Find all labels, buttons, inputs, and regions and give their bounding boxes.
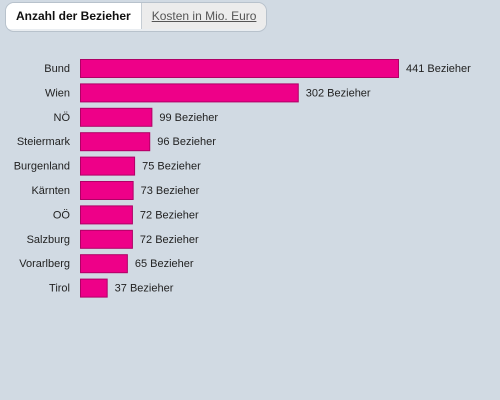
- value-label: 72 Bezieher: [140, 234, 199, 246]
- bar[interactable]: [80, 229, 133, 249]
- tab-anzahl-bezieher[interactable]: Anzahl der Bezieher: [6, 3, 142, 29]
- category-label: Bund: [44, 63, 70, 75]
- value-label: 73 Bezieher: [141, 185, 200, 197]
- value-label: 65 Bezieher: [135, 258, 194, 270]
- tab-kosten-mio-euro[interactable]: Kosten in Mio. Euro: [141, 3, 267, 29]
- value-label: 302 Bezieher: [306, 87, 371, 99]
- value-label: 75 Bezieher: [142, 161, 201, 173]
- category-label: Burgenland: [14, 161, 70, 173]
- bar[interactable]: [80, 132, 151, 152]
- category-label: NÖ: [54, 112, 71, 124]
- value-label: 72 Bezieher: [140, 209, 199, 221]
- bar[interactable]: [80, 107, 153, 127]
- bar[interactable]: [80, 181, 134, 200]
- bar[interactable]: [80, 278, 108, 298]
- category-label: Vorarlberg: [19, 258, 70, 270]
- chart-tab-bar: Anzahl der Bezieher Kosten in Mio. Euro: [5, 2, 268, 32]
- category-label: Wien: [45, 87, 70, 99]
- category-label: Steiermark: [17, 136, 71, 148]
- category-label: Tirol: [49, 283, 70, 295]
- category-label: OÖ: [53, 209, 71, 221]
- value-label: 441 Bezieher: [406, 63, 471, 75]
- bar[interactable]: [80, 205, 133, 225]
- value-label: 99 Bezieher: [159, 112, 218, 124]
- bar[interactable]: [80, 156, 136, 176]
- bar[interactable]: [80, 59, 399, 78]
- category-label: Salzburg: [27, 234, 70, 246]
- bar[interactable]: [80, 254, 128, 274]
- bar[interactable]: [80, 83, 299, 103]
- value-label: 37 Bezieher: [115, 283, 174, 295]
- category-label: Kärnten: [31, 185, 70, 197]
- value-label: 96 Bezieher: [157, 136, 216, 148]
